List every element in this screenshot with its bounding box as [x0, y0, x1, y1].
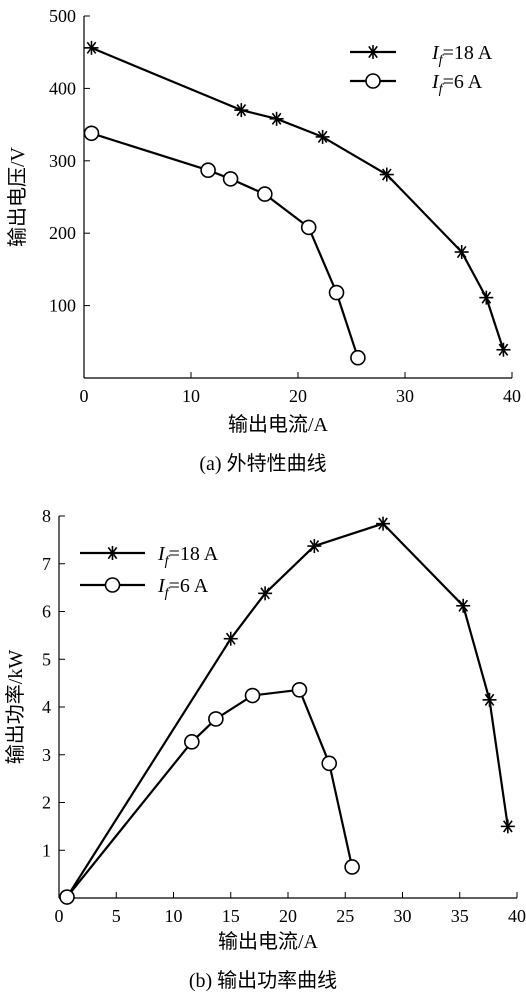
chart-b-data-point — [244, 687, 261, 704]
chart-b-data-point — [482, 692, 497, 707]
chart-a-series-1 — [84, 40, 511, 357]
chart-a-legend-marker — [365, 73, 381, 89]
chart-a-series-line — [91, 46, 505, 351]
chart-b-legend: If=18 A If=6 A — [80, 543, 219, 601]
chart-b-data-point — [184, 734, 200, 750]
chart-a-data-point — [257, 186, 273, 202]
chart-b-y-tick-label: 4 — [42, 697, 51, 717]
chart-a-caption: (a) 外特性曲线 — [199, 452, 326, 475]
chart-b-data-point — [208, 711, 224, 727]
chart-b-data-point — [59, 889, 75, 905]
chart-b-data-point — [307, 539, 322, 554]
chart-a-data-point — [200, 162, 216, 179]
chart-a-legend-label: If=18 A — [431, 42, 493, 68]
chart-b-x-tick-label: 0 — [55, 906, 64, 926]
chart-a-data-point — [84, 40, 99, 55]
chart-b-x-tick-label: 20 — [279, 906, 297, 926]
chart-b-data-point — [376, 516, 391, 531]
chart-b-x-tick-label: 30 — [394, 906, 412, 926]
chart-a-legend-marker — [366, 45, 380, 59]
chart-b-legend-label: If=6 A — [157, 575, 209, 601]
chart-a-data-point — [269, 111, 284, 126]
chart-a-data-point — [328, 284, 345, 301]
chart-b-x-tick-label: 5 — [112, 906, 121, 926]
chart-b-legend-marker — [104, 577, 121, 593]
chart-b-x-axis-label: 输出电流/A — [218, 930, 319, 953]
chart-b-data-point — [344, 859, 360, 875]
chart-b-y-tick-label: 8 — [42, 506, 51, 526]
chart-b-x-tick-label: 15 — [222, 906, 240, 926]
chart-a-data-point — [300, 219, 317, 236]
chart-b-x-tick-label: 35 — [451, 906, 469, 926]
chart-b-y-tick-label: 7 — [42, 554, 51, 574]
chart-a-data-point — [496, 342, 511, 357]
chart-a-legend-label: If=6 A — [431, 71, 483, 97]
chart-b: 0 5 10 15 20 25 30 35 40 1 2 3 4 5 6 7 8 输出电流/A 输出功率/kW (b)… — [4, 506, 526, 992]
chart-b-data-point — [223, 631, 238, 646]
chart-b-series-2 — [59, 682, 360, 905]
chart-a-y-tick-label: 500 — [49, 6, 76, 26]
chart-a-y-tick-label: 400 — [49, 78, 76, 98]
chart-a-data-point — [315, 129, 330, 144]
chart-b-data-point — [456, 598, 471, 613]
chart-a-x-tick-label: 0 — [80, 386, 89, 406]
chart-a-series-2 — [83, 125, 366, 366]
chart-a-data-point — [350, 349, 366, 366]
chart-b-legend-item: If=6 A — [80, 575, 209, 601]
chart-a-y-tick-label: 100 — [49, 296, 76, 316]
chart-a-data-point — [379, 167, 394, 182]
chart-a-x-tick-label: 20 — [289, 386, 307, 406]
chart-b-y-tick-label: 1 — [42, 840, 51, 860]
chart-a-data-point — [479, 290, 494, 305]
chart-b-series-line — [66, 522, 509, 898]
chart-b-y-tick-label: 3 — [42, 745, 51, 765]
chart-a-y-axis-label: 输出电压/V — [6, 146, 29, 247]
chart-b-y-tick-label: 5 — [42, 649, 51, 669]
chart-b-caption: (b) 输出功率曲线 — [189, 969, 337, 992]
chart-b-y-tick-label: 6 — [42, 602, 51, 622]
chart-a-legend-item: If=18 A — [350, 42, 493, 68]
chart-b-y-axis-label: 输出功率/kW — [4, 650, 27, 765]
chart-b-series-1 — [60, 516, 515, 905]
chart-b-data-point — [321, 755, 338, 772]
chart-b-legend-item: If=18 A — [80, 543, 219, 569]
chart-a-data-point — [234, 103, 249, 118]
chart-a-y-tick-label: 200 — [49, 223, 76, 243]
chart-a-y-tick-label: 300 — [49, 151, 76, 171]
chart-b-data-point — [500, 819, 515, 834]
chart-a-x-axis-label: 输出电流/A — [228, 413, 329, 436]
chart-b-legend-marker — [105, 546, 120, 560]
chart-a-x-tick-label: 30 — [396, 386, 414, 406]
chart-a-legend-item: If=6 A — [350, 71, 483, 97]
chart-a-x-tick-label: 10 — [182, 386, 200, 406]
chart-b-x-tick-label: 10 — [165, 906, 183, 926]
chart-a-data-point — [222, 171, 239, 187]
chart-a: 0 10 20 30 40 100 200 300 400 500 输出电流/A 输出电压/V (a) … — [6, 6, 521, 475]
chart-b-y-tick-label: 2 — [42, 793, 51, 813]
chart-b-data-point — [291, 682, 308, 698]
chart-b-data-point — [258, 586, 273, 601]
chart-b-x-tick-label: 40 — [508, 906, 526, 926]
chart-a-series-line — [91, 132, 359, 359]
chart-a-x-tick-label: 40 — [503, 386, 521, 406]
chart-b-legend-label: If=18 A — [157, 543, 219, 569]
chart-a-data-point — [83, 125, 100, 142]
chart-a-data-point — [454, 245, 469, 260]
chart-a-legend: If=18 A If=6 A — [350, 42, 493, 97]
chart-b-x-tick-label: 25 — [336, 906, 354, 926]
